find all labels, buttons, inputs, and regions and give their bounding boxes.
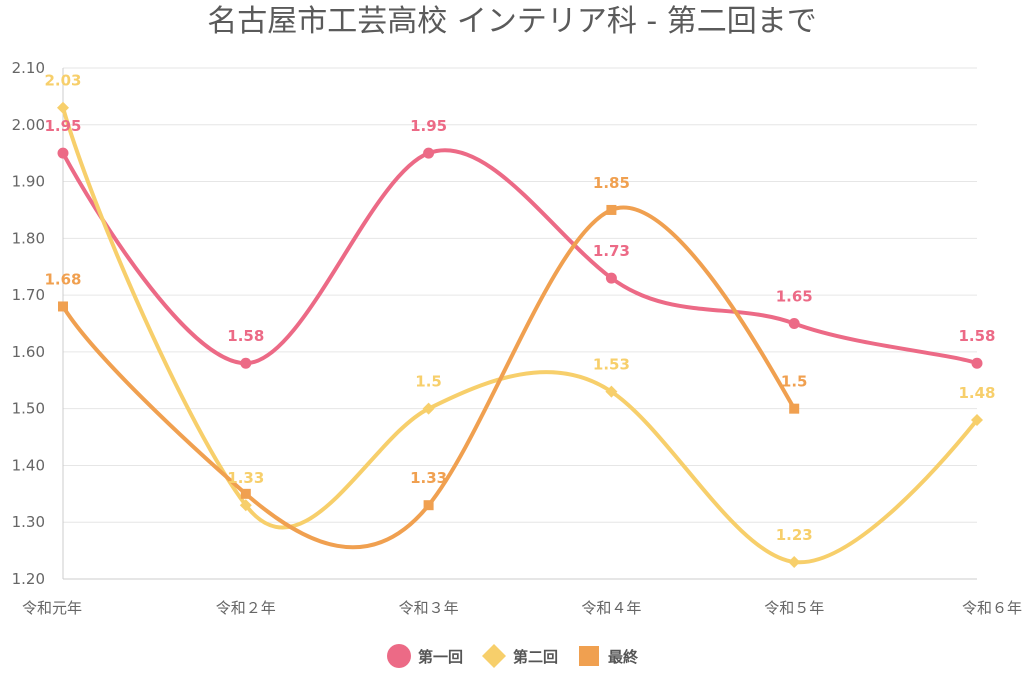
data-label: 2.03 [44,72,81,90]
data-point[interactable] [239,499,252,512]
legend-marker-icon [579,646,599,666]
data-label: 1.5 [781,373,808,391]
data-point[interactable] [423,147,435,159]
y-tick-label: 2.10 [12,59,45,77]
data-point[interactable] [605,272,617,284]
data-label: 1.33 [227,469,264,487]
data-point[interactable] [971,414,983,427]
data-labels: 1.95 1.58 1.95 1.73 1.65 1.58 2.03 1.33 1.5 1.53 1… [44,72,995,544]
data-label: 1.68 [44,270,81,288]
data-point[interactable] [422,402,435,415]
y-tick-label: 1.70 [12,286,45,304]
data-point[interactable] [57,147,69,159]
data-label: 1.58 [958,327,995,345]
x-tick-label: 令和元年 [22,599,82,617]
data-point[interactable] [58,301,68,312]
data-point[interactable] [788,318,800,329]
y-tick-label: 1.80 [12,229,45,247]
legend-label: 第一回 [417,647,463,666]
legend-label: 最終 [608,647,639,666]
data-point[interactable] [240,488,251,499]
series-lines [61,105,979,564]
series-line-1 [61,148,979,366]
y-tick-label: 1.50 [12,400,45,418]
data-label: 1.58 [227,327,264,345]
legend-label: 第二回 [512,647,558,666]
y-tick-label: 1.40 [12,456,45,474]
legend-item[interactable]: 第二回 [481,643,558,669]
y-tick-label: 1.30 [12,513,45,531]
x-tick-label: 令和３年 [399,599,459,617]
data-point[interactable] [57,101,69,114]
y-tick-label: 1.60 [12,343,45,361]
data-label: 1.53 [593,356,630,374]
legend-marker-icon [386,644,411,668]
data-point[interactable] [605,385,618,398]
data-label: 1.73 [593,242,630,260]
data-point[interactable] [606,204,617,215]
data-point[interactable] [423,500,434,511]
series-line-3 [61,205,797,550]
data-point[interactable] [240,357,252,369]
grid-lines [63,67,977,580]
x-tick-label: 令和４年 [581,599,641,617]
data-label: 1.23 [776,526,813,544]
data-point[interactable] [789,403,800,414]
x-tick-label: 令和６年 [962,599,1022,617]
x-tick-label: 令和５年 [764,599,824,617]
y-tick-label: 2.00 [12,116,45,134]
series-line-2 [61,105,979,564]
data-label: 1.85 [593,174,630,192]
chart-title: 名古屋市工芸高校 インテリア科 - 第二回まで [207,4,817,39]
data-label: 1.65 [776,288,813,306]
series-markers [57,101,983,568]
data-label: 1.95 [44,117,81,135]
legend-marker-icon [481,644,506,668]
data-point[interactable] [971,357,983,369]
y-tick-label: 1.90 [12,173,45,191]
data-label: 1.5 [415,373,442,391]
axes: 1.20 1.30 1.40 1.50 1.60 1.70 1.80 1.90 2.00 2.10… [12,59,1022,617]
y-tick-label: 1.20 [12,570,45,588]
x-tick-label: 令和２年 [216,599,276,617]
data-point[interactable] [788,555,801,568]
data-label: 1.33 [410,469,447,487]
data-label: 1.95 [410,117,447,135]
legend: 第一回 第二回 最終 [0,636,1024,676]
legend-item[interactable]: 最終 [576,643,638,669]
legend-item[interactable]: 第一回 [386,643,463,669]
data-label: 1.48 [958,384,995,402]
